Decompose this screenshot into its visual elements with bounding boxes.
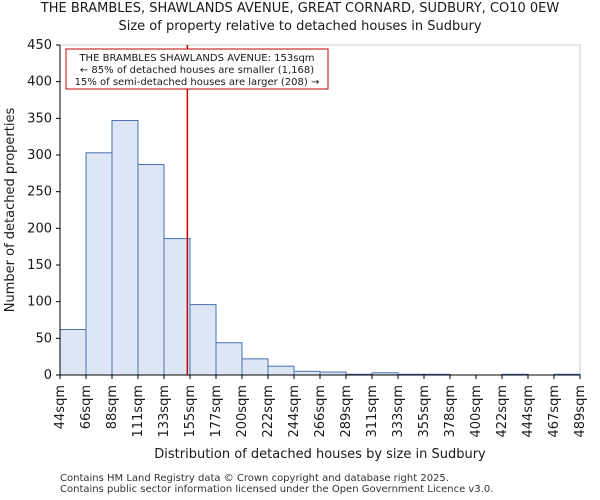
histogram-bar (163, 238, 191, 376)
chart-title-line2: Size of property relative to detached ho… (118, 19, 482, 34)
x-tick-label: 333sqm (391, 385, 406, 438)
x-tick-label: 422sqm (495, 385, 510, 438)
x-tick-label: 200sqm (235, 385, 250, 438)
x-tick-label: 266sqm (313, 385, 328, 438)
histogram-bar (85, 152, 113, 376)
y-tick-label: 400 (27, 75, 52, 90)
y-tick-label: 0 (44, 368, 52, 383)
x-tick-label: 467sqm (547, 385, 562, 438)
histogram-bar (293, 370, 321, 376)
x-tick-label: 289sqm (339, 385, 354, 438)
y-tick-label: 250 (27, 185, 52, 200)
x-tick-label: 155sqm (183, 385, 198, 438)
x-tick-label: 355sqm (417, 385, 432, 438)
x-axis-label: Distribution of detached houses by size … (154, 447, 486, 462)
y-axis-label: Number of detached properties (3, 108, 18, 313)
y-tick-label: 100 (27, 295, 52, 310)
annotation-line: THE BRAMBLES SHAWLANDS AVENUE: 153sqm (78, 53, 314, 64)
y-tick-label: 350 (27, 111, 52, 126)
annotation-line: ← 85% of detached houses are smaller (1,… (80, 65, 314, 76)
histogram-bar (241, 358, 269, 376)
histogram-bar (111, 120, 139, 376)
x-tick-label: 400sqm (469, 385, 484, 438)
histogram-bar (267, 365, 295, 376)
histogram-bar (189, 304, 217, 376)
y-tick-label: 50 (35, 331, 52, 346)
y-tick-label: 300 (27, 148, 52, 163)
x-tick-label: 177sqm (209, 385, 224, 438)
y-tick-label: 200 (27, 221, 52, 236)
x-tick-label: 311sqm (365, 385, 380, 438)
x-tick-label: 244sqm (287, 385, 302, 438)
histogram-bar (137, 164, 165, 376)
x-tick-label: 44sqm (53, 385, 68, 429)
histogram-chart: 0 50 100 150 200 250 300 350 400 450 44sqm 66sqm 88s… (3, 38, 588, 462)
x-tick-label: 378sqm (443, 385, 458, 438)
footer-line1: Contains HM Land Registry data © Crown c… (60, 473, 449, 484)
annotation-box (65, 48, 329, 90)
x-tick-label: 444sqm (521, 385, 536, 438)
y-tick-label: 150 (27, 258, 52, 273)
x-tick-label: 489sqm (573, 385, 588, 438)
x-tick-label: 133sqm (157, 385, 172, 438)
x-tick-label: 222sqm (261, 385, 276, 438)
x-tick-label: 88sqm (105, 385, 120, 429)
histogram-bar (59, 329, 87, 376)
x-tick-label: 66sqm (79, 385, 94, 429)
y-tick-label: 450 (27, 38, 52, 53)
chart-title-line1: THE BRAMBLES, SHAWLANDS AVENUE, GREAT CO… (40, 1, 560, 16)
annotation-line: 15% of semi-detached houses are larger (… (75, 77, 320, 88)
histogram-bar (215, 342, 243, 376)
x-tick-label: 111sqm (131, 385, 146, 438)
footer-line2: Contains public sector information licen… (60, 484, 494, 495)
